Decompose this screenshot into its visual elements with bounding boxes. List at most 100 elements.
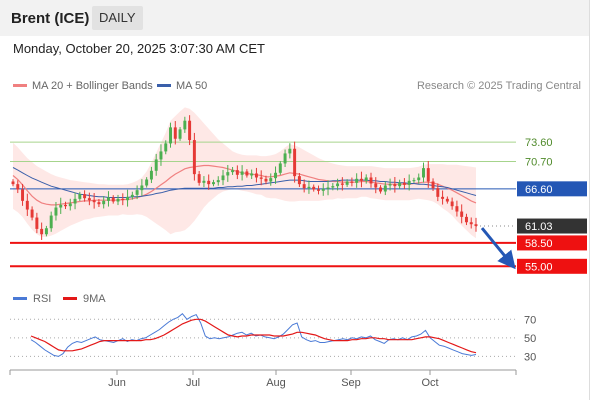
candle-body (78, 194, 82, 199)
level-label-70-70: 70.70 (525, 156, 553, 168)
rsi-swatch (13, 296, 27, 300)
candle-body (49, 215, 53, 229)
candle-body (116, 198, 120, 202)
candle-body (288, 148, 292, 154)
candle-body (364, 177, 368, 181)
candle-body (169, 127, 172, 144)
candle-body (35, 217, 39, 229)
candle-body (374, 183, 378, 188)
instrument-title: Brent (ICE) (11, 10, 90, 27)
x-tick-label-sep: Sep (341, 377, 361, 389)
timeframe-badge[interactable]: DAILY (92, 6, 143, 30)
candle-body (355, 178, 359, 183)
ma20-label: MA 20 + Bollinger Bands (32, 80, 153, 92)
candle-body (97, 202, 101, 205)
candle-body (73, 198, 77, 204)
candle-body (240, 171, 244, 175)
candle-body (11, 181, 15, 185)
x-tick-label-jun: Jun (108, 377, 126, 389)
candle-body (40, 228, 44, 235)
candle-body (130, 194, 134, 197)
candle-body (173, 127, 177, 139)
candle-body (226, 172, 230, 176)
ma9-swatch (63, 296, 77, 300)
candle-body (393, 184, 397, 187)
level-label-61-03: 61.03 (525, 221, 553, 233)
candle-body (126, 196, 130, 201)
candle-body (402, 182, 406, 185)
candle-body (317, 189, 320, 191)
candle-body (359, 178, 363, 181)
projection-arrow (480, 227, 516, 270)
candle-body (450, 201, 454, 207)
level-label-55-00: 55.00 (525, 261, 553, 273)
candle-body (336, 183, 340, 187)
legend-ma50: MA 50 (157, 80, 207, 92)
timestamp: Monday, October 20, 2025 3:07:30 AM CET (13, 41, 265, 56)
candle-body (340, 183, 344, 185)
candle-body (111, 197, 115, 202)
candle-body (140, 185, 144, 191)
rsi-tick-label: 50 (524, 333, 536, 345)
rsi-tick-label: 70 (524, 314, 536, 326)
candle-body (321, 188, 325, 191)
candle-body (474, 224, 478, 227)
candle-body (221, 175, 225, 181)
candle-body (431, 181, 435, 189)
level-box-66-60 (517, 181, 587, 197)
ma50-line (12, 167, 477, 198)
candle-body (383, 185, 387, 192)
chart-header: Brent (ICE) DAILY (0, 0, 590, 36)
candle-body (293, 148, 297, 177)
candle-body (178, 129, 182, 139)
candle-body (231, 170, 235, 173)
candle-body (422, 168, 425, 178)
level-label-58-50: 58.50 (525, 238, 553, 250)
candle-body (192, 140, 196, 175)
candle-body (68, 203, 72, 207)
candle-body (264, 178, 268, 182)
candle-body (259, 177, 263, 179)
candle-body (64, 204, 67, 207)
candle-body (250, 173, 254, 176)
candle-body (211, 182, 215, 185)
candle-body (202, 180, 206, 183)
candle-body (283, 153, 287, 164)
candle-body (412, 180, 416, 182)
candle-body (30, 209, 34, 218)
level-labels-layer: 73.60 70.70 66.60 61.03 58.50 55.00 (480, 137, 587, 274)
candle-body (369, 177, 373, 184)
rsi-panel: 70 50 30 (10, 313, 536, 363)
candle-body (331, 186, 335, 188)
candle-body (379, 187, 383, 192)
candle-body (164, 143, 168, 152)
x-tick-label-oct: Oct (421, 377, 438, 389)
ma9-label: 9MA (83, 293, 106, 305)
level-box-61-03 (517, 218, 587, 234)
candle-body (216, 180, 220, 183)
candle-body (326, 187, 330, 189)
level-label-66-60: 66.60 (525, 184, 553, 196)
candle-body (307, 186, 311, 189)
level-box-55-00 (517, 258, 587, 274)
level-box-58-50 (517, 235, 587, 251)
candle-body (441, 196, 445, 199)
candle-body (269, 178, 273, 182)
candle-body (188, 120, 192, 141)
candle-body (54, 207, 58, 216)
rsi-label: RSI (33, 293, 52, 305)
candle-body (83, 194, 87, 199)
candle-body (350, 181, 354, 183)
ma50-swatch (157, 83, 171, 87)
candle-body (21, 189, 25, 201)
candle-body (106, 197, 110, 201)
candle-body (25, 200, 29, 210)
candle-body (121, 198, 125, 201)
candle-body (197, 174, 201, 183)
candle-body (464, 216, 468, 223)
candle-body (445, 198, 449, 202)
legend-rsi: RSI (13, 293, 51, 305)
level-lines-layer (10, 141, 516, 268)
candle-body (92, 200, 96, 203)
